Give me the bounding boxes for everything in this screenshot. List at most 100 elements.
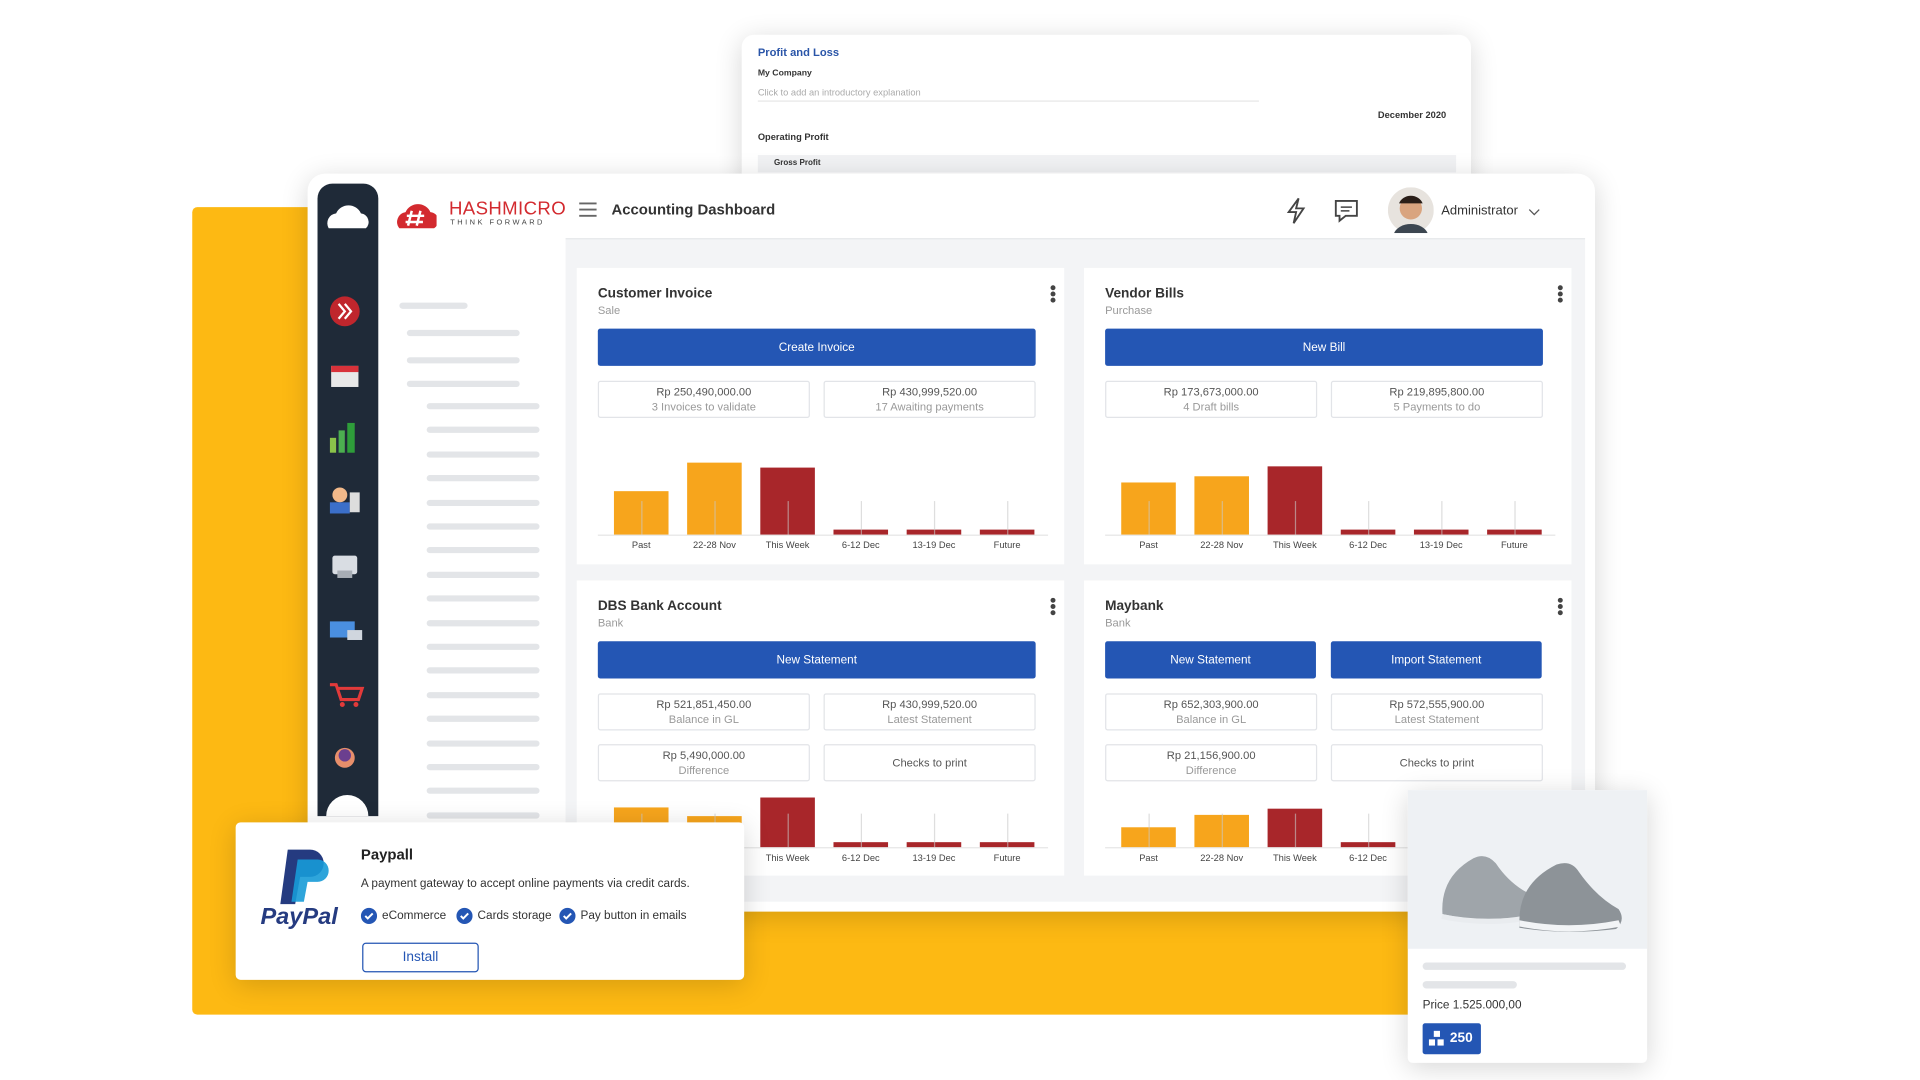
stat-value: Rp 250,490,000.00 (656, 385, 752, 399)
chart-baseline (597, 847, 1049, 849)
check-icon (456, 907, 473, 925)
report-period: December 2020 (1377, 109, 1447, 121)
bar-guide (1221, 501, 1223, 535)
bar-guide (787, 813, 789, 848)
chat-icon[interactable] (1333, 198, 1360, 223)
chart-icon (338, 430, 345, 453)
support-icon (338, 749, 352, 762)
bar-guide (1368, 813, 1370, 848)
brand-hash (405, 210, 425, 227)
stat-value: Checks to print (892, 756, 967, 769)
calendar-top (331, 365, 359, 373)
bar (1340, 529, 1396, 535)
chat-shape (1334, 199, 1358, 223)
bolt-icon[interactable] (1285, 197, 1307, 224)
stat-value: Rp 430,999,520.00 (882, 385, 978, 399)
bar-guide (1294, 813, 1297, 848)
stock-icon (1428, 1030, 1444, 1046)
feature-label: Pay button in emails (580, 909, 687, 923)
menu-icon[interactable] (578, 201, 598, 218)
stat-box[interactable]: Rp 521,851,450.00 Balance in GL (597, 693, 810, 731)
action-button[interactable]: New Statement (1105, 641, 1316, 679)
cloud-logo (327, 205, 369, 229)
stat-value: Checks to print (1399, 756, 1475, 769)
shoe-left (1442, 856, 1537, 919)
stat-label: Balance in GL (1176, 713, 1247, 726)
chart-icon (347, 422, 355, 453)
dot (1557, 604, 1563, 609)
stat-box[interactable]: Rp 430,999,520.00 17 Awaiting payments (823, 380, 1036, 418)
bar-guide (1514, 501, 1516, 535)
stat-box[interactable]: Rp 430,999,520.00 Latest Statement (823, 693, 1036, 731)
stat-value: Rp 430,999,520.00 (882, 698, 978, 711)
stat-label: Balance in GL (668, 713, 739, 726)
bar-guide (1441, 501, 1443, 535)
action-button[interactable]: New Bill (1105, 328, 1543, 366)
bar (1340, 842, 1396, 848)
card-title: Maybank (1105, 599, 1164, 614)
card: Vendor Bills Purchase New Bill Rp 173,673,0… (1084, 267, 1572, 565)
kebab-menu[interactable] (1557, 284, 1564, 304)
brand-tagline: THINK FORWARD (450, 219, 545, 227)
bar-guide (1007, 501, 1009, 535)
person-icon (332, 487, 348, 503)
action-button[interactable]: New Statement (597, 641, 1036, 679)
user-chevron[interactable] (1528, 207, 1540, 217)
stat-value: Rp 173,673,000.00 (1163, 385, 1259, 399)
placeholder (426, 691, 540, 699)
x-tick-label: 22-28 Nov (1200, 539, 1244, 551)
stat-box[interactable]: Checks to print (823, 744, 1036, 782)
check (563, 912, 572, 920)
bar-guide (1148, 501, 1150, 535)
bar-guide (1221, 813, 1223, 848)
x-tick-label: Future (993, 539, 1021, 551)
stat-label: Latest Statement (887, 713, 972, 726)
action-button[interactable]: Create Invoice (597, 328, 1036, 366)
stat-box[interactable]: Rp 652,303,900.00 Balance in GL (1105, 693, 1318, 731)
placeholder (406, 380, 520, 387)
x-tick-label: 6-12 Dec (841, 539, 880, 551)
x-tick-label: Past (1139, 539, 1158, 551)
kebab-menu[interactable] (1049, 597, 1056, 617)
report-title: Profit and Loss (757, 45, 840, 59)
stat-label: 3 Invoices to validate (651, 400, 757, 414)
stat-value: Rp 21,156,900.00 (1166, 749, 1256, 762)
x-tick-label: 22-28 Nov (1200, 852, 1244, 864)
placeholder (426, 667, 540, 674)
stat-box[interactable]: Rp 173,673,000.00 4 Draft bills (1105, 380, 1318, 418)
stat-box[interactable]: Rp 219,895,800.00 5 Payments to do (1330, 380, 1543, 418)
stat-label: 5 Payments to do (1393, 400, 1481, 414)
stat-label: 17 Awaiting payments (875, 400, 984, 414)
placeholder (426, 475, 540, 482)
user-name[interactable]: Administrator (1441, 203, 1518, 219)
brand-logo (397, 204, 437, 229)
sidebar (317, 183, 379, 838)
stat-value: Rp 219,895,800.00 (1389, 385, 1485, 399)
placeholder (426, 595, 540, 602)
stat-box[interactable]: Checks to print (1330, 744, 1543, 782)
person-icon (329, 502, 350, 514)
chart-icon (329, 437, 337, 453)
printer-icon (332, 555, 358, 575)
sidebar-icons (326, 205, 369, 838)
avatar[interactable] (1387, 187, 1434, 234)
bar-guide (1148, 813, 1150, 848)
kebab-menu[interactable] (1557, 597, 1564, 617)
install-button[interactable]: Install (362, 942, 479, 973)
x-tick-label: Future (993, 852, 1021, 864)
report-hint: Click to add an introductory explanation (757, 86, 921, 98)
stat-box[interactable]: Rp 250,490,000.00 3 Invoices to validate (597, 380, 810, 418)
dot (1557, 285, 1563, 291)
stat-box[interactable]: Rp 21,156,900.00 Difference (1105, 744, 1318, 782)
box (1428, 1039, 1436, 1046)
stat-box[interactable]: Rp 572,555,900.00 Latest Statement (1330, 693, 1543, 731)
stat-value: Rp 652,303,900.00 (1163, 698, 1259, 711)
placeholder (1422, 981, 1517, 989)
check-icon (360, 907, 378, 925)
bar-guide (1007, 813, 1009, 848)
stat-box[interactable]: Rp 5,490,000.00 Difference (597, 744, 810, 782)
action-button[interactable]: Import Statement (1330, 641, 1542, 679)
kebab-menu[interactable] (1049, 284, 1056, 304)
